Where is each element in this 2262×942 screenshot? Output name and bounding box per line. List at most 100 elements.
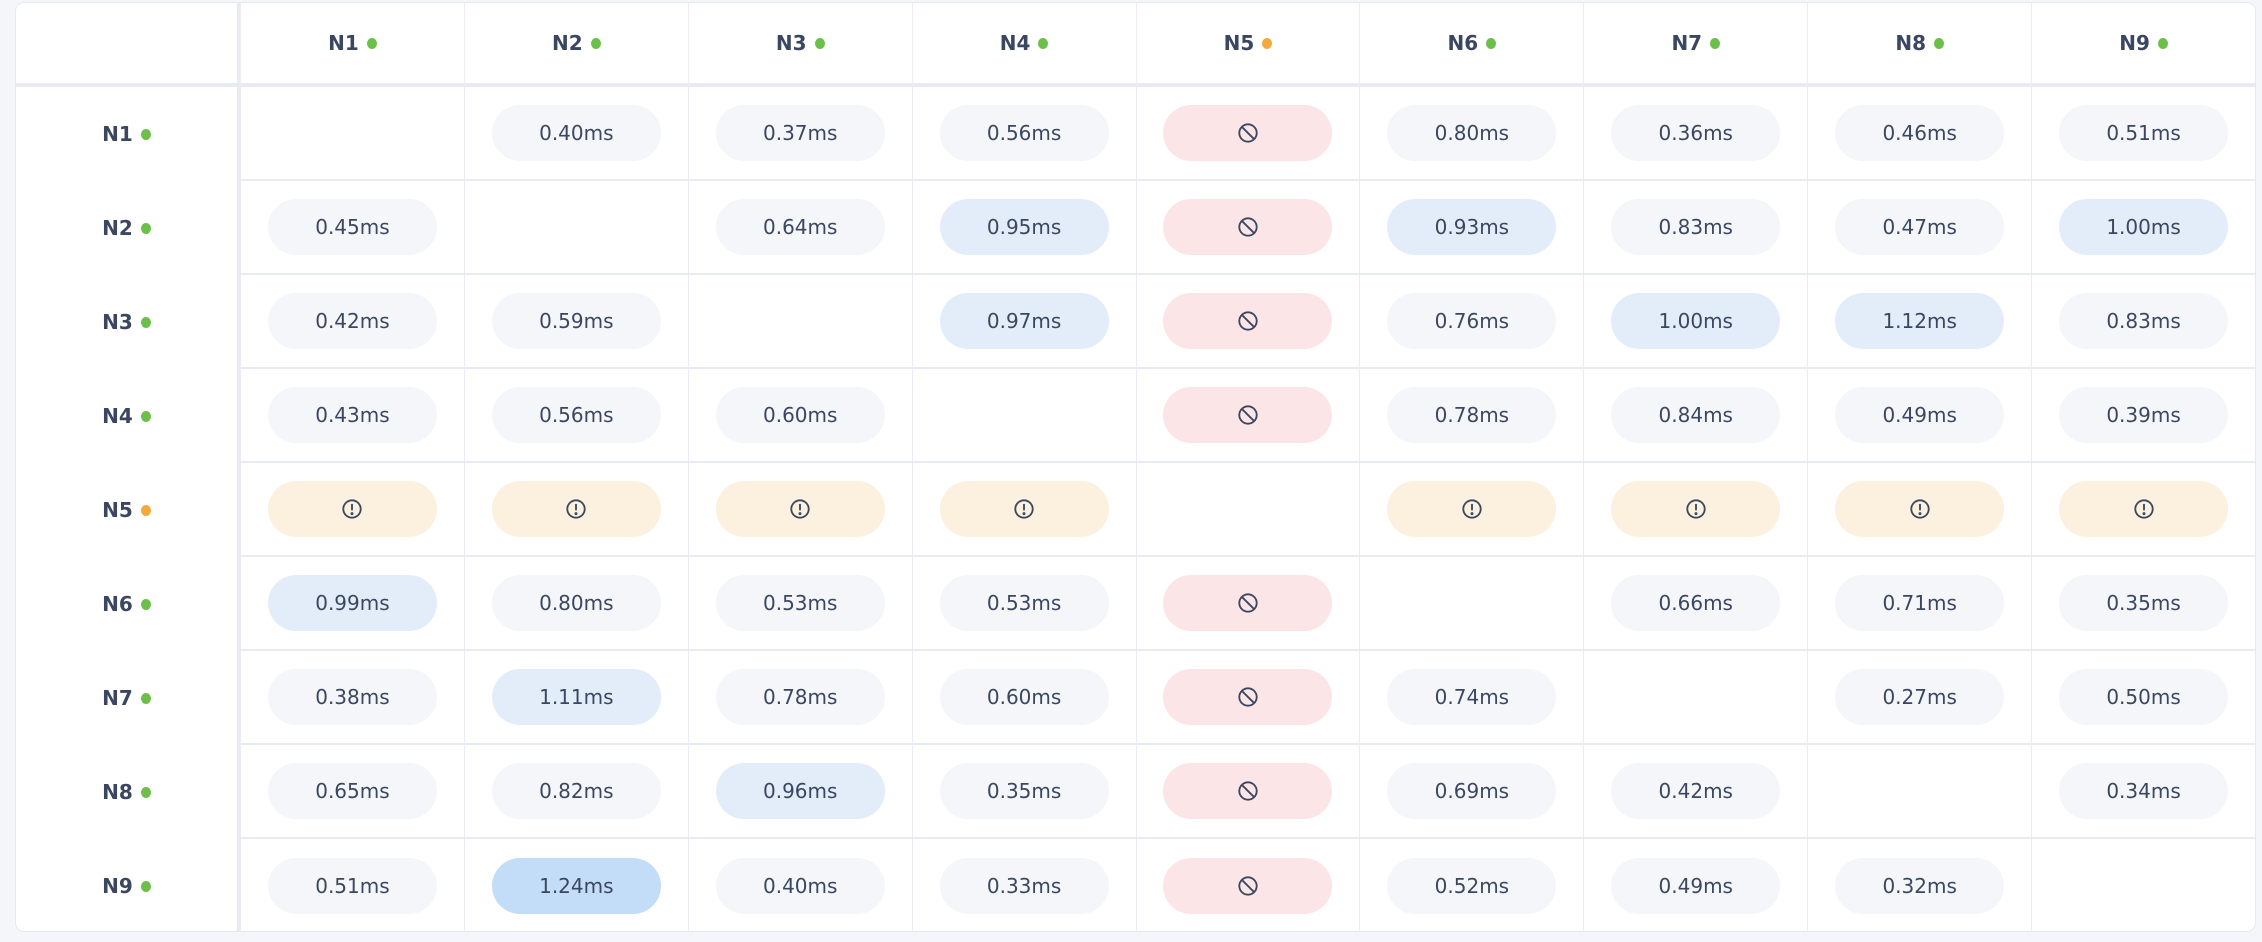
latency-pill[interactable]: 0.53ms [939, 575, 1109, 631]
latency-pill[interactable]: 0.51ms [2059, 105, 2229, 161]
latency-pill[interactable]: 0.38ms [267, 669, 437, 725]
latency-pill[interactable]: 0.47ms [1835, 199, 2005, 255]
latency-pill[interactable]: 0.32ms [1835, 858, 2005, 914]
latency-pill[interactable]: 1.24ms [491, 858, 661, 914]
latency-pill[interactable]: 1.00ms [2059, 199, 2229, 255]
blocked-pill[interactable] [1163, 763, 1333, 819]
latency-pill[interactable]: 0.50ms [2059, 669, 2229, 725]
latency-pill[interactable]: 0.49ms [1835, 387, 2005, 443]
latency-pill[interactable]: 0.52ms [1387, 858, 1557, 914]
latency-pill[interactable]: 0.59ms [491, 293, 661, 349]
blocked-pill[interactable] [1163, 199, 1333, 255]
matrix-cell: 0.37ms [687, 87, 912, 181]
latency-pill[interactable]: 0.83ms [1611, 199, 1781, 255]
blocked-pill[interactable] [1163, 105, 1333, 161]
matrix-cell [1135, 181, 1360, 275]
blocked-pill[interactable] [1163, 387, 1333, 443]
status-dot-ok [140, 316, 151, 328]
matrix-cell [687, 275, 912, 369]
latency-pill[interactable]: 0.40ms [715, 858, 885, 914]
latency-pill[interactable]: 0.33ms [939, 858, 1109, 914]
column-header-n6: N6 [1359, 3, 1584, 87]
latency-pill[interactable]: 0.39ms [2059, 387, 2229, 443]
latency-value: 1.11ms [539, 685, 614, 709]
latency-pill[interactable]: 0.74ms [1387, 669, 1557, 725]
warning-pill[interactable] [267, 481, 437, 537]
latency-pill[interactable]: 0.27ms [1835, 669, 2005, 725]
latency-pill[interactable]: 0.56ms [491, 387, 661, 443]
latency-pill[interactable]: 0.69ms [1387, 763, 1557, 819]
latency-pill[interactable]: 0.49ms [1611, 858, 1781, 914]
latency-pill[interactable]: 0.35ms [2059, 575, 2229, 631]
latency-pill[interactable]: 0.40ms [491, 105, 661, 161]
latency-value: 0.97ms [986, 309, 1062, 333]
latency-pill[interactable]: 1.12ms [1835, 293, 2005, 349]
ban-icon [1237, 686, 1259, 708]
latency-value: 0.40ms [539, 121, 614, 145]
latency-pill[interactable]: 0.34ms [2059, 763, 2229, 819]
latency-pill[interactable]: 0.42ms [1611, 763, 1781, 819]
latency-pill[interactable]: 0.80ms [1387, 105, 1557, 161]
latency-pill[interactable]: 0.60ms [715, 387, 885, 443]
latency-pill[interactable]: 0.43ms [267, 387, 437, 443]
latency-pill[interactable]: 0.35ms [939, 763, 1109, 819]
matrix-cell [911, 369, 1136, 463]
latency-pill[interactable]: 0.76ms [1387, 293, 1557, 349]
blocked-pill[interactable] [1163, 858, 1333, 914]
latency-pill[interactable]: 1.11ms [491, 669, 661, 725]
warning-pill[interactable] [1835, 481, 2005, 537]
status-dot-ok [140, 598, 151, 610]
latency-pill[interactable]: 0.56ms [939, 105, 1109, 161]
warning-pill[interactable] [939, 481, 1109, 537]
latency-pill[interactable]: 0.45ms [267, 199, 437, 255]
warning-pill[interactable] [1387, 481, 1557, 537]
latency-pill[interactable]: 0.82ms [491, 763, 661, 819]
status-dot-ok [366, 37, 377, 49]
latency-pill[interactable]: 0.97ms [939, 293, 1109, 349]
blocked-pill[interactable] [1163, 669, 1333, 725]
latency-value: 0.47ms [1882, 215, 1957, 239]
matrix-cell: 0.84ms [1583, 369, 1808, 463]
latency-pill[interactable]: 0.60ms [939, 669, 1109, 725]
latency-value: 0.45ms [315, 215, 390, 239]
matrix-cell: 0.60ms [687, 369, 912, 463]
latency-pill[interactable]: 0.78ms [715, 669, 885, 725]
latency-pill[interactable]: 0.42ms [267, 293, 437, 349]
latency-pill[interactable]: 0.71ms [1835, 575, 2005, 631]
latency-pill[interactable]: 0.78ms [1387, 387, 1557, 443]
latency-pill[interactable]: 0.51ms [267, 858, 437, 914]
alert-circle-icon [1461, 498, 1483, 520]
latency-pill[interactable]: 0.93ms [1387, 199, 1557, 255]
matrix-cell [1135, 651, 1360, 745]
blocked-pill[interactable] [1163, 575, 1333, 631]
matrix-cell: 0.33ms [911, 839, 1136, 931]
latency-pill[interactable]: 0.37ms [715, 105, 885, 161]
latency-value: 0.74ms [1434, 685, 1510, 709]
latency-pill[interactable]: 0.36ms [1611, 105, 1781, 161]
latency-pill[interactable]: 0.84ms [1611, 387, 1781, 443]
warning-pill[interactable] [2059, 481, 2229, 537]
latency-pill[interactable]: 0.46ms [1835, 105, 2005, 161]
warning-pill[interactable] [491, 481, 661, 537]
matrix-cell: 0.69ms [1359, 745, 1584, 839]
column-header-label: N1 [328, 31, 359, 55]
row-header-n6: N6 [16, 557, 240, 651]
latency-pill[interactable]: 0.83ms [2059, 293, 2229, 349]
warning-pill[interactable] [1611, 481, 1781, 537]
latency-pill[interactable]: 0.96ms [715, 763, 885, 819]
matrix-cell [1135, 87, 1360, 181]
latency-pill[interactable]: 0.80ms [491, 575, 661, 631]
latency-pill[interactable]: 0.65ms [267, 763, 437, 819]
latency-pill[interactable]: 0.99ms [267, 575, 437, 631]
latency-pill[interactable]: 0.64ms [715, 199, 885, 255]
status-dot-ok [814, 37, 825, 49]
latency-pill[interactable]: 0.95ms [939, 199, 1109, 255]
matrix-cell [1583, 651, 1808, 745]
latency-pill[interactable]: 0.66ms [1611, 575, 1781, 631]
warning-pill[interactable] [715, 481, 885, 537]
latency-value: 1.12ms [1882, 309, 1957, 333]
latency-pill[interactable]: 0.53ms [715, 575, 885, 631]
column-header-label: N7 [1671, 31, 1703, 55]
blocked-pill[interactable] [1163, 293, 1333, 349]
latency-pill[interactable]: 1.00ms [1611, 293, 1781, 349]
